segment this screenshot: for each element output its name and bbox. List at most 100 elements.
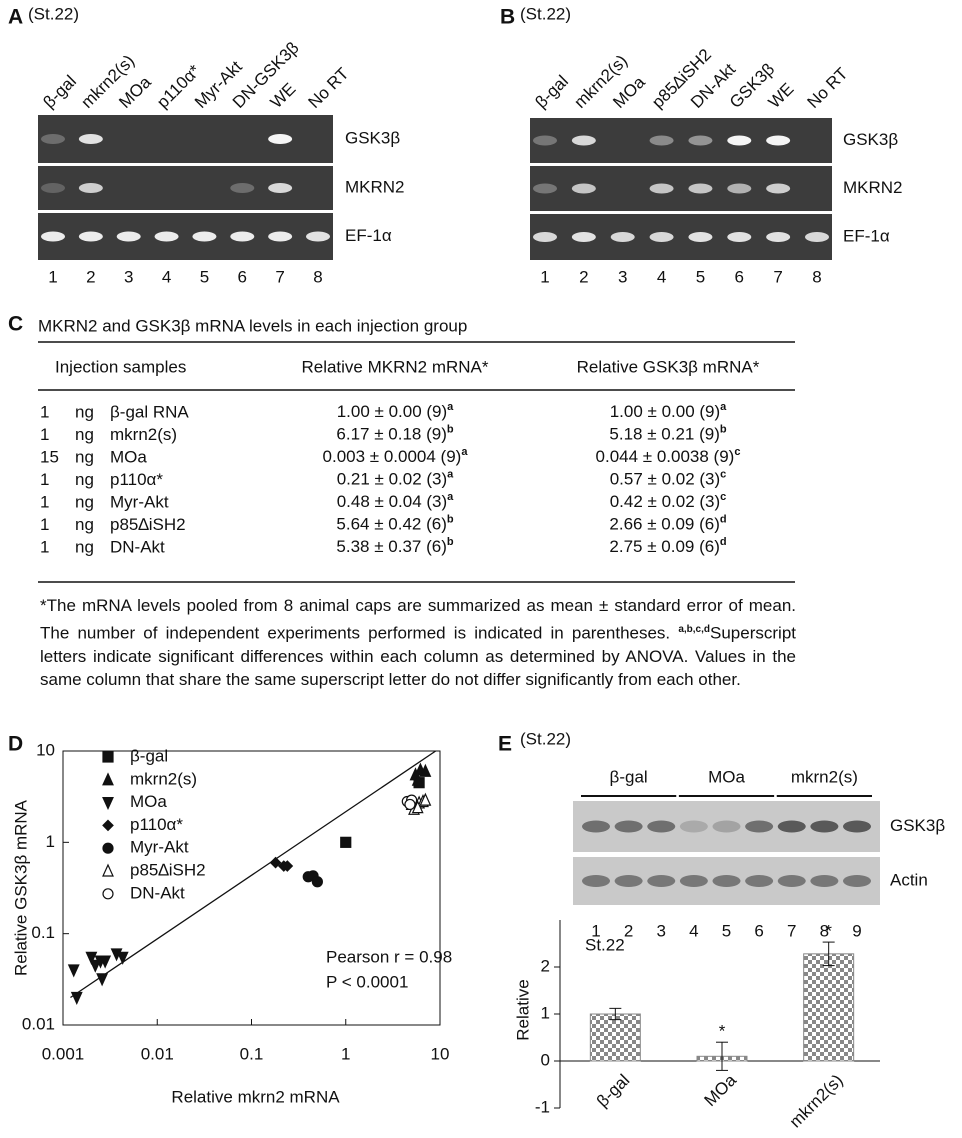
cell-unit: ng bbox=[75, 492, 94, 511]
cell-unit: ng bbox=[75, 537, 94, 556]
blot-band bbox=[582, 875, 610, 887]
gel-band bbox=[805, 232, 829, 242]
gel-band bbox=[268, 232, 292, 242]
lane-number: 6 bbox=[754, 921, 763, 940]
cell-sample: mkrn2(s) bbox=[110, 425, 177, 444]
blot-band bbox=[713, 875, 741, 887]
gel-band bbox=[533, 232, 557, 242]
blot-band bbox=[647, 875, 675, 887]
cell-dose: 1 bbox=[40, 515, 49, 534]
blot-band bbox=[680, 821, 708, 833]
x-tick-label: MOa bbox=[701, 1070, 741, 1110]
lane-number: 3 bbox=[124, 267, 133, 286]
legend-marker bbox=[103, 774, 113, 785]
value-superscript: d bbox=[720, 536, 727, 548]
y-axis-label: Relative bbox=[513, 979, 532, 1040]
value-superscript: a bbox=[461, 446, 468, 458]
point bbox=[312, 877, 322, 887]
legend-marker bbox=[103, 798, 113, 809]
gel-band bbox=[611, 232, 635, 242]
gel-band bbox=[306, 134, 330, 144]
y-tick-label: 10 bbox=[36, 740, 55, 759]
gel-band bbox=[268, 134, 292, 144]
cell-unit: ng bbox=[75, 470, 94, 489]
gel-band bbox=[230, 183, 254, 193]
footnote: *The mRNA levels pooled from 8 animal ca… bbox=[40, 594, 796, 692]
cell-value: 1.00 ± 0.00 (9)a bbox=[610, 401, 727, 422]
gel-band bbox=[727, 136, 751, 146]
legend-marker bbox=[103, 865, 113, 876]
gel-band bbox=[688, 184, 712, 194]
value-superscript: d bbox=[720, 513, 727, 525]
gel-band bbox=[650, 136, 674, 146]
panel-letter: C bbox=[8, 313, 23, 336]
value-text: 5.64 ± 0.42 (6) bbox=[336, 515, 446, 534]
gel-band bbox=[230, 134, 254, 144]
value-text: 0.21 ± 0.02 (3) bbox=[337, 470, 447, 489]
y-tick-label: 0.1 bbox=[31, 923, 55, 942]
value-superscript: c bbox=[720, 468, 726, 480]
cell-dose: 1 bbox=[40, 470, 49, 489]
row-label: GSK3β bbox=[345, 128, 400, 147]
cell-value: 0.48 ± 0.04 (3)a bbox=[337, 491, 454, 512]
point bbox=[69, 965, 79, 976]
gel-band bbox=[192, 232, 216, 242]
gel-band bbox=[41, 134, 65, 144]
stage-label: (St.22) bbox=[28, 4, 79, 23]
lane-number: 6 bbox=[735, 267, 744, 286]
gel-band bbox=[805, 136, 829, 146]
lane-label: β-gal bbox=[532, 72, 572, 112]
cell-value: 5.64 ± 0.42 (6)b bbox=[336, 513, 453, 534]
annotation: St.22 bbox=[585, 935, 625, 954]
panel-letter: E bbox=[498, 733, 512, 756]
cell-value: 5.18 ± 0.21 (9)b bbox=[609, 423, 726, 444]
cell-value: 2.66 ± 0.09 (6)d bbox=[609, 513, 726, 534]
point bbox=[118, 952, 128, 963]
footnote-text: *The mRNA levels pooled from 8 animal ca… bbox=[40, 596, 796, 642]
group-label: MOa bbox=[708, 767, 745, 786]
gel-band bbox=[192, 134, 216, 144]
lane-label: β-gal bbox=[40, 72, 80, 112]
value-superscript: a bbox=[720, 401, 727, 413]
panel-letter: A bbox=[8, 6, 23, 29]
cell-value: 6.17 ± 0.18 (9)b bbox=[336, 423, 453, 444]
point bbox=[341, 837, 351, 847]
blot-band bbox=[810, 821, 838, 833]
significance-marker: * bbox=[719, 1022, 726, 1041]
gel-band bbox=[155, 183, 179, 193]
lane-number: 7 bbox=[773, 267, 782, 286]
gel-band bbox=[766, 136, 790, 146]
legend-label: p85∆iSH2 bbox=[130, 860, 206, 879]
cell-dose: 1 bbox=[40, 537, 49, 556]
blot-band bbox=[745, 821, 773, 833]
cell-sample: p85∆iSH2 bbox=[110, 515, 186, 534]
value-superscript: a bbox=[447, 401, 454, 413]
gel-band bbox=[766, 184, 790, 194]
panel-letter: B bbox=[500, 6, 515, 29]
gel-band bbox=[533, 136, 557, 146]
value-text: 1.00 ± 0.00 (9) bbox=[610, 402, 720, 421]
row-label: GSK3β bbox=[890, 816, 945, 835]
annotation: P < 0.0001 bbox=[326, 972, 408, 991]
blot-band bbox=[843, 875, 871, 887]
cell-sample: MOa bbox=[110, 447, 147, 466]
table-header: Relative MKRN2 mRNA* bbox=[301, 357, 488, 376]
stage-label: (St.22) bbox=[520, 729, 571, 748]
lane-number: 4 bbox=[689, 921, 698, 940]
cell-sample: β-gal RNA bbox=[110, 402, 189, 421]
gel-band bbox=[611, 184, 635, 194]
lane-label: No RT bbox=[305, 64, 353, 112]
cell-sample: Myr-Akt bbox=[110, 492, 169, 511]
group-label: mkrn2(s) bbox=[791, 767, 858, 786]
blot-band bbox=[647, 821, 675, 833]
gel-band bbox=[79, 232, 103, 242]
lane-number: 7 bbox=[275, 267, 284, 286]
blot-band bbox=[680, 875, 708, 887]
cell-sample: DN-Akt bbox=[110, 537, 165, 556]
lane-number: 8 bbox=[812, 267, 821, 286]
lane-label: WE bbox=[267, 79, 300, 112]
gel-band bbox=[727, 232, 751, 242]
lane-number: 1 bbox=[48, 267, 57, 286]
lane-number: 8 bbox=[313, 267, 322, 286]
gel-band bbox=[155, 134, 179, 144]
